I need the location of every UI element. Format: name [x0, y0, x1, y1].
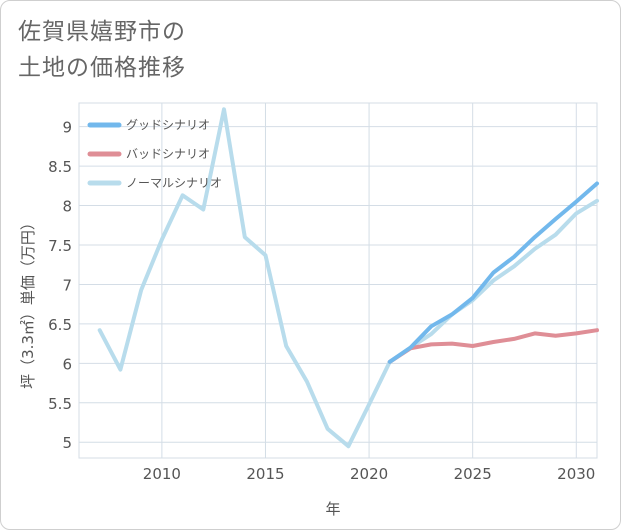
plot-frame	[78, 102, 598, 459]
chart-title-line-2: 土地の価格推移	[18, 55, 186, 81]
y-tick-label: 7	[62, 276, 72, 294]
legend-label: グッドシナリオ	[126, 118, 210, 132]
x-tick-label: 2020	[350, 465, 388, 483]
chart-grid	[78, 102, 598, 459]
y-tick-label: 5.5	[48, 395, 72, 413]
series-line-0	[387, 181, 599, 364]
series-line-2	[97, 107, 599, 449]
series-line-1	[387, 328, 599, 364]
chart-series	[97, 107, 599, 449]
x-axis-label: 年	[325, 500, 340, 518]
x-tick-label: 2030	[557, 465, 595, 483]
y-axis-label: 坪（3.3㎡）単価（万円）	[19, 215, 37, 389]
y-tick-label: 9	[62, 119, 72, 137]
legend-label: ノーマルシナリオ	[126, 176, 222, 190]
legend-label: バッドシナリオ	[126, 147, 210, 161]
y-tick-label: 8	[62, 198, 72, 216]
y-tick-label: 8.5	[48, 158, 72, 176]
y-tick-label: 6	[62, 355, 72, 373]
x-tick-label: 2015	[246, 465, 284, 483]
x-tick-label: 2010	[143, 465, 181, 483]
chart-title: 佐賀県嬉野市の 土地の価格推移	[18, 14, 186, 86]
y-tick-label: 5	[62, 434, 72, 452]
x-axis-ticks: 2010 2015 2020 2025 2030	[143, 465, 596, 483]
y-axis-ticks: 5 5.5 6 6.5 7 7.5 8 8.5 9	[48, 119, 72, 453]
x-tick-label: 2025	[454, 465, 492, 483]
chart-title-line-1: 佐賀県嬉野市の	[18, 19, 186, 45]
y-tick-label: 7.5	[48, 237, 72, 255]
y-tick-label: 6.5	[48, 316, 72, 334]
